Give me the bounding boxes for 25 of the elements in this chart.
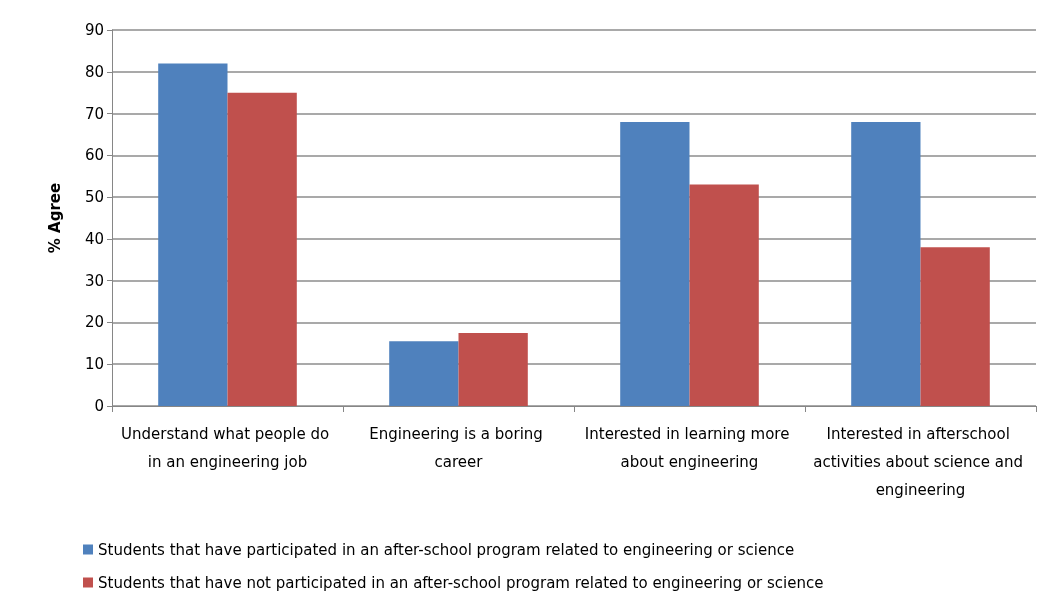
x-tick-label: Interested in afterschool activities about science and engineering <box>813 425 1028 499</box>
bar <box>851 121 921 406</box>
x-tick-label: Understand what people do in an engineering job <box>121 425 334 471</box>
bar <box>620 121 690 406</box>
bar <box>920 247 990 406</box>
y-tick-label: 80 <box>84 62 104 81</box>
y-tick-label: 90 <box>84 21 104 39</box>
y-tick-label: 60 <box>84 146 104 165</box>
bar <box>689 184 759 406</box>
y-tick-label: 0 <box>94 397 104 415</box>
bar <box>227 92 297 406</box>
y-tick-label: 40 <box>84 229 104 248</box>
y-tick-label: 70 <box>84 104 104 123</box>
legend-label: Students that have not participated in an after-school program related to engineering or science <box>98 573 824 592</box>
y-axis-title: % Agree <box>45 182 64 254</box>
y-tick-label: 50 <box>84 188 104 207</box>
y-tick-label: 30 <box>84 271 104 290</box>
legend-label: Students that have participated in an after-school program related to engineering or science <box>98 540 795 559</box>
bar <box>458 332 528 406</box>
y-tick-label: 10 <box>84 355 104 374</box>
x-tick-label: Interested in learning more about engineering <box>584 425 795 471</box>
y-tick-label: 20 <box>84 313 104 332</box>
bar <box>389 341 459 406</box>
bar <box>158 63 228 406</box>
x-tick-label: Engineering is a boring career <box>369 425 548 471</box>
